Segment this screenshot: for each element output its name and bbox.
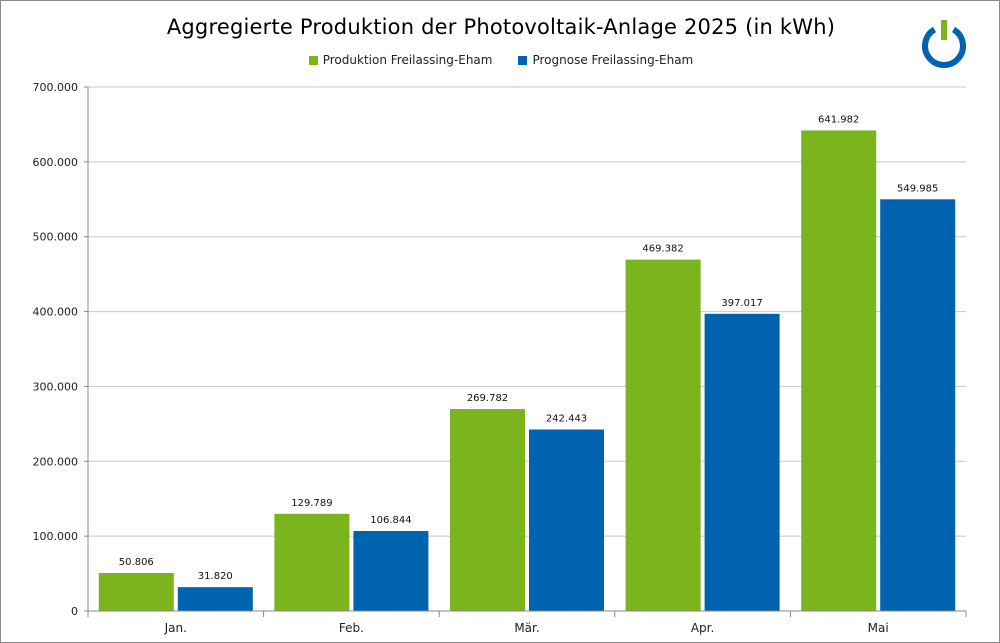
data-label: 129.789 <box>291 498 332 509</box>
x-tick-label: Jan. <box>164 621 187 635</box>
bar <box>353 531 429 611</box>
y-tick-label: 700.000 <box>33 81 79 94</box>
data-label: 242.443 <box>546 414 587 425</box>
data-label: 469.382 <box>642 244 683 255</box>
bar <box>274 513 350 611</box>
bar <box>625 259 701 611</box>
data-label: 641.982 <box>818 114 859 125</box>
data-label: 106.844 <box>370 515 411 526</box>
axes: 0 100.000 200.000 300.000 400.000 500.000 600.… <box>33 81 967 635</box>
y-tick-label: 500.000 <box>33 231 79 244</box>
data-label: 50.806 <box>119 557 154 568</box>
bar <box>880 199 956 611</box>
bar <box>177 587 253 611</box>
legend-swatch-produktion <box>308 55 318 65</box>
x-tick-label: Mai <box>868 621 889 635</box>
x-tick-label: Feb. <box>339 621 364 635</box>
legend-label-produktion: Produktion Freilassing-Eham <box>322 53 493 67</box>
bar <box>529 429 604 611</box>
y-tick-label: 300.000 <box>33 380 79 393</box>
bars: 50.806 31.820 129.789 106.844 269.782 242.443… <box>98 114 956 612</box>
y-tick-label: 200.000 <box>33 455 79 468</box>
x-tick-label: Mär. <box>514 621 539 635</box>
legend-item-produktion: Produktion Freilassing-Eham <box>308 53 493 67</box>
legend-swatch-prognose <box>518 55 528 65</box>
data-label: 31.820 <box>198 571 233 582</box>
bar <box>704 313 780 611</box>
legend: Produktion Freilassing-Eham Prognose Fre… <box>1 53 1000 67</box>
bar <box>450 409 525 611</box>
chart-title: Aggregierte Produktion der Photovoltaik-… <box>166 15 836 39</box>
y-tick-label: 400.000 <box>33 306 79 319</box>
y-tick-label: 600.000 <box>33 156 79 169</box>
power-logo-icon <box>922 20 966 68</box>
bar <box>98 572 174 611</box>
data-label: 269.782 <box>467 393 508 404</box>
bar <box>801 130 877 612</box>
data-label: 549.985 <box>897 183 938 194</box>
data-label: 397.017 <box>721 298 762 309</box>
y-tick-label: 100.000 <box>33 530 79 543</box>
x-tick-label: Apr. <box>691 621 714 635</box>
y-tick-label: 0 <box>71 605 78 618</box>
legend-label-prognose: Prognose Freilassing-Eham <box>532 53 694 67</box>
legend-item-prognose: Prognose Freilassing-Eham <box>518 53 693 67</box>
